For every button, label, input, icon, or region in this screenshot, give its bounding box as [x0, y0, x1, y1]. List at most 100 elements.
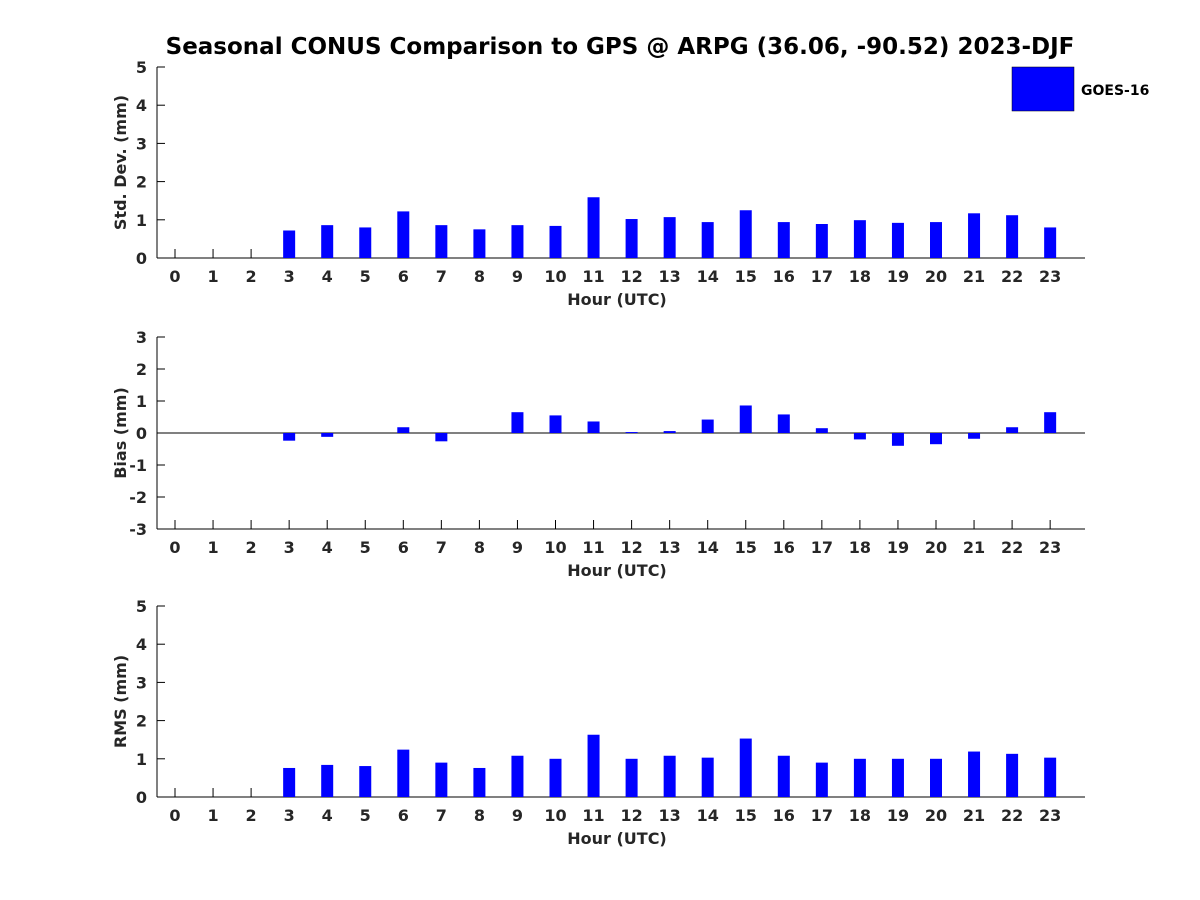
x-tick-label: 13 [659, 806, 681, 825]
x-tick-label: 10 [544, 267, 566, 286]
x-tick-label: 2 [246, 267, 257, 286]
x-tick-label: 9 [512, 538, 523, 557]
bar [435, 762, 448, 797]
legend-swatch [1011, 66, 1075, 112]
bar [930, 433, 942, 445]
bar [701, 222, 714, 258]
x-tick-label: 4 [322, 538, 333, 557]
y-tick-label: 1 [136, 750, 147, 769]
y-tick-label: 0 [136, 424, 147, 443]
x-tick-label: 12 [620, 538, 642, 557]
bar [1044, 412, 1057, 433]
y-tick-label: 3 [136, 673, 147, 692]
x-tick-label: 6 [398, 267, 409, 286]
x-tick-label: 7 [436, 538, 447, 557]
x-tick-label: 15 [735, 267, 757, 286]
bar [815, 224, 828, 258]
x-tick-label: 2 [246, 538, 257, 557]
x-tick-label: 14 [697, 267, 719, 286]
x-tick-label: 22 [1001, 267, 1023, 286]
y-tick-label: 2 [136, 173, 147, 192]
x-tick-label: 5 [360, 538, 371, 557]
x-tick-label: 12 [620, 806, 642, 825]
x-tick-label: 17 [811, 538, 833, 557]
x-tick-label: 15 [735, 538, 757, 557]
x-tick-label: 0 [169, 267, 180, 286]
x-tick-label: 11 [582, 538, 604, 557]
bar [549, 225, 562, 258]
y-tick-label: 2 [136, 712, 147, 731]
x-tick-label: 7 [436, 267, 447, 286]
bar [587, 421, 600, 433]
bar [283, 230, 296, 258]
bar [397, 749, 410, 797]
chart-title: Seasonal CONUS Comparison to GPS @ ARPG … [166, 34, 1075, 60]
x-tick-label: 22 [1001, 538, 1023, 557]
bar [359, 227, 372, 258]
x-tick-label: 0 [169, 806, 180, 825]
bar [283, 433, 296, 441]
y-tick-label: 3 [136, 328, 147, 347]
bar [891, 433, 904, 446]
x-tick-label: 18 [849, 806, 871, 825]
legend: GOES-16 [1011, 66, 1149, 112]
x-tick-label: 3 [284, 267, 295, 286]
y-tick-label: 1 [136, 392, 147, 411]
x-tick-label: 3 [284, 538, 295, 557]
bar [435, 225, 448, 258]
x-tick-label: 11 [582, 806, 604, 825]
bar [968, 213, 981, 258]
bar [625, 219, 638, 258]
x-tick-label: 19 [887, 267, 909, 286]
x-tick-label: 7 [436, 806, 447, 825]
x-tick-label: 23 [1039, 267, 1061, 286]
bar [663, 217, 676, 258]
bar [397, 427, 410, 433]
bar [321, 764, 334, 797]
bar [853, 758, 866, 797]
bar [1044, 227, 1057, 258]
x-tick-label: 4 [322, 806, 333, 825]
x-tick-label: 3 [284, 806, 295, 825]
bar [511, 755, 524, 797]
x-tick-label: 6 [398, 806, 409, 825]
bar [473, 767, 486, 797]
bar [701, 757, 714, 797]
bar [511, 225, 524, 258]
y-tick-label: -3 [129, 520, 147, 539]
x-axis-label: Hour (UTC) [567, 829, 667, 848]
bar [663, 431, 676, 433]
bar [1044, 757, 1057, 797]
x-tick-label: 10 [544, 806, 566, 825]
x-tick-label: 21 [963, 267, 985, 286]
x-tick-label: 20 [925, 806, 947, 825]
x-tick-label: 16 [773, 267, 795, 286]
bar [777, 222, 790, 258]
x-tick-label: 17 [811, 806, 833, 825]
x-axis-label: Hour (UTC) [567, 561, 667, 580]
x-tick-label: 20 [925, 267, 947, 286]
x-tick-label: 8 [474, 267, 485, 286]
x-tick-label: 8 [474, 538, 485, 557]
bar [473, 229, 486, 258]
bar [435, 433, 448, 442]
y-axis-label: RMS (mm) [111, 655, 130, 748]
x-tick-label: 23 [1039, 806, 1061, 825]
bar [853, 433, 866, 440]
bar [321, 433, 334, 437]
bar [739, 405, 752, 433]
bar [283, 767, 296, 797]
x-tick-label: 16 [773, 538, 795, 557]
legend-label: GOES-16 [1081, 83, 1149, 99]
x-tick-label: 10 [544, 538, 566, 557]
bar [701, 419, 714, 433]
y-tick-label: 4 [136, 635, 147, 654]
x-axis-label: Hour (UTC) [567, 290, 667, 309]
bar [625, 758, 638, 797]
bar [587, 734, 600, 797]
x-tick-label: 2 [246, 806, 257, 825]
